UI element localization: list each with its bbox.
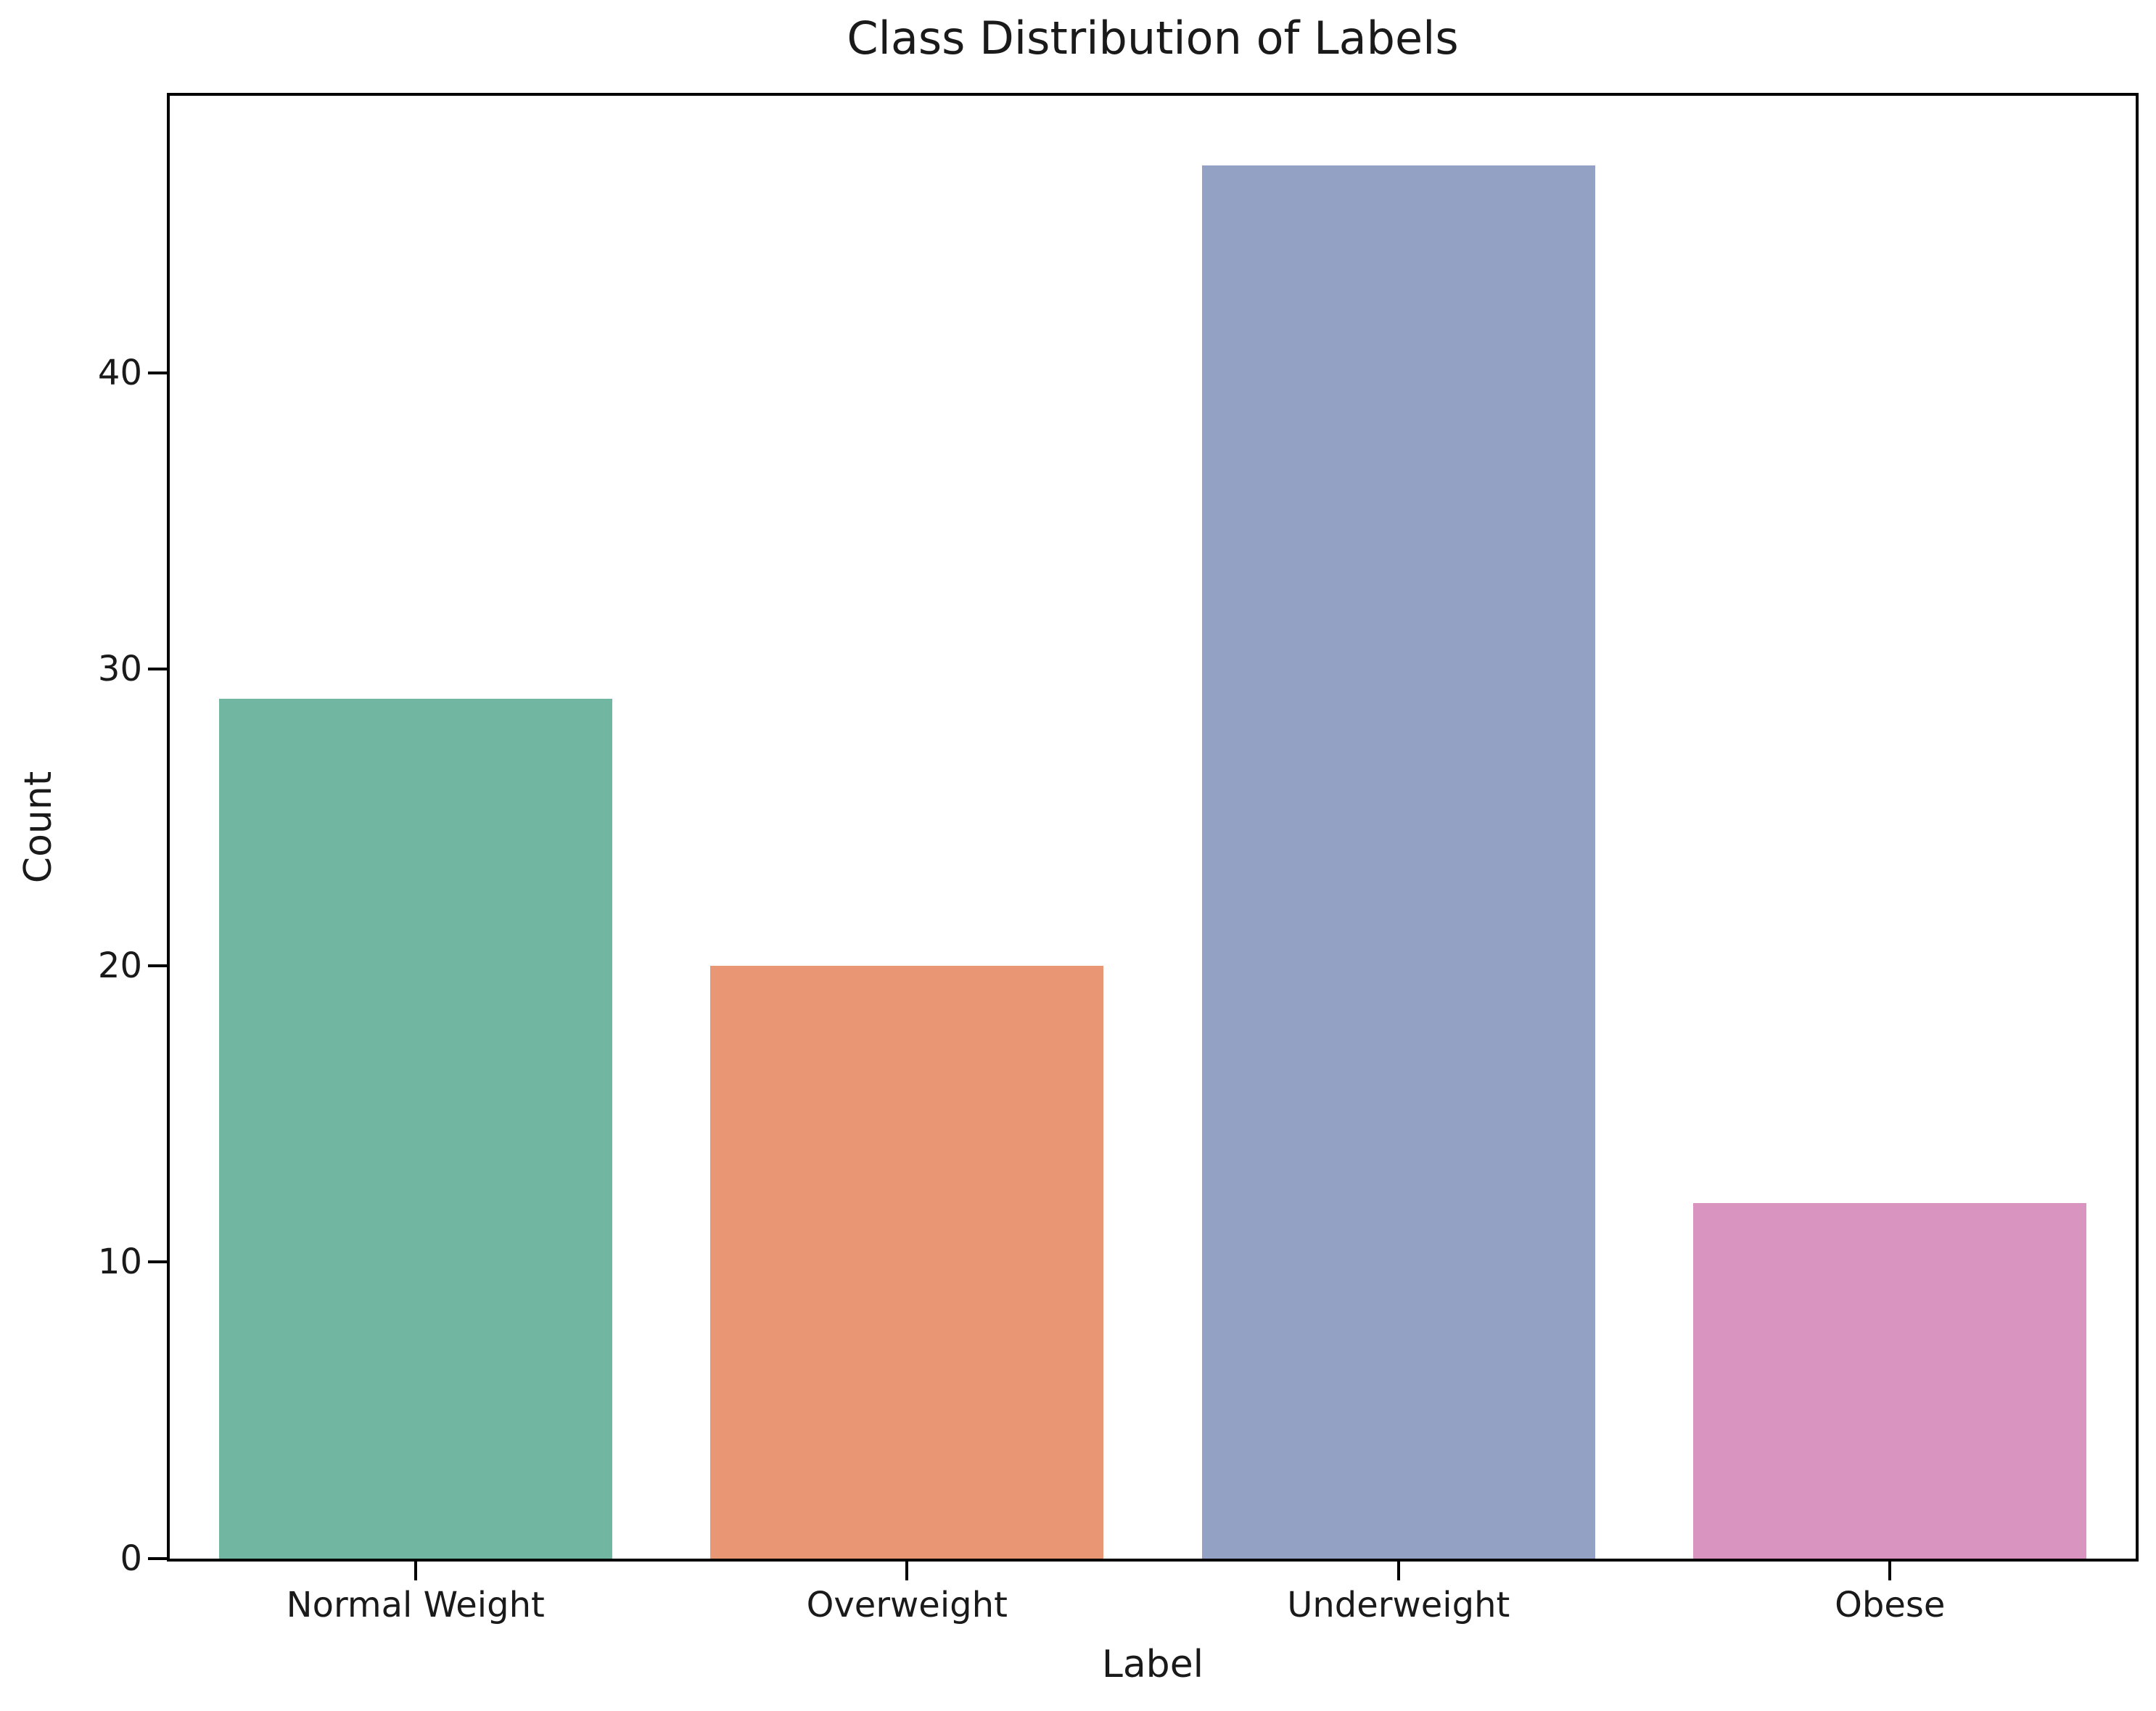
y-tick-label-40: 40 xyxy=(97,352,142,393)
y-tick-mark xyxy=(148,1557,167,1560)
y-tick-label-20: 20 xyxy=(97,945,142,986)
bar-overweight xyxy=(710,965,1104,1559)
bar-underweight xyxy=(1201,165,1595,1559)
x-tick-mark xyxy=(1888,1562,1892,1580)
plot-area xyxy=(167,93,2139,1562)
y-tick-mark xyxy=(148,964,167,967)
x-axis-label: Label xyxy=(1101,1643,1204,1686)
x-tick-mark xyxy=(905,1562,909,1580)
x-tick-mark xyxy=(1396,1562,1400,1580)
x-tick-label-overweight: Overweight xyxy=(806,1585,1008,1625)
chart-title: Class Distribution of Labels xyxy=(847,12,1459,65)
bar-normal-weight xyxy=(218,699,612,1559)
y-tick-label-10: 10 xyxy=(97,1242,142,1283)
x-tick-label-obese: Obese xyxy=(1835,1585,1946,1625)
x-tick-label-underweight: Underweight xyxy=(1287,1585,1510,1625)
x-tick-label-normal-weight: Normal Weight xyxy=(286,1585,545,1625)
y-tick-label-30: 30 xyxy=(97,649,142,690)
bar-obese xyxy=(1693,1202,2087,1559)
y-axis-label: Count xyxy=(17,771,60,884)
x-tick-mark xyxy=(413,1562,417,1580)
y-tick-mark xyxy=(148,1260,167,1264)
y-tick-label-0: 0 xyxy=(120,1538,142,1579)
y-tick-mark xyxy=(148,668,167,671)
y-tick-mark xyxy=(148,371,167,374)
